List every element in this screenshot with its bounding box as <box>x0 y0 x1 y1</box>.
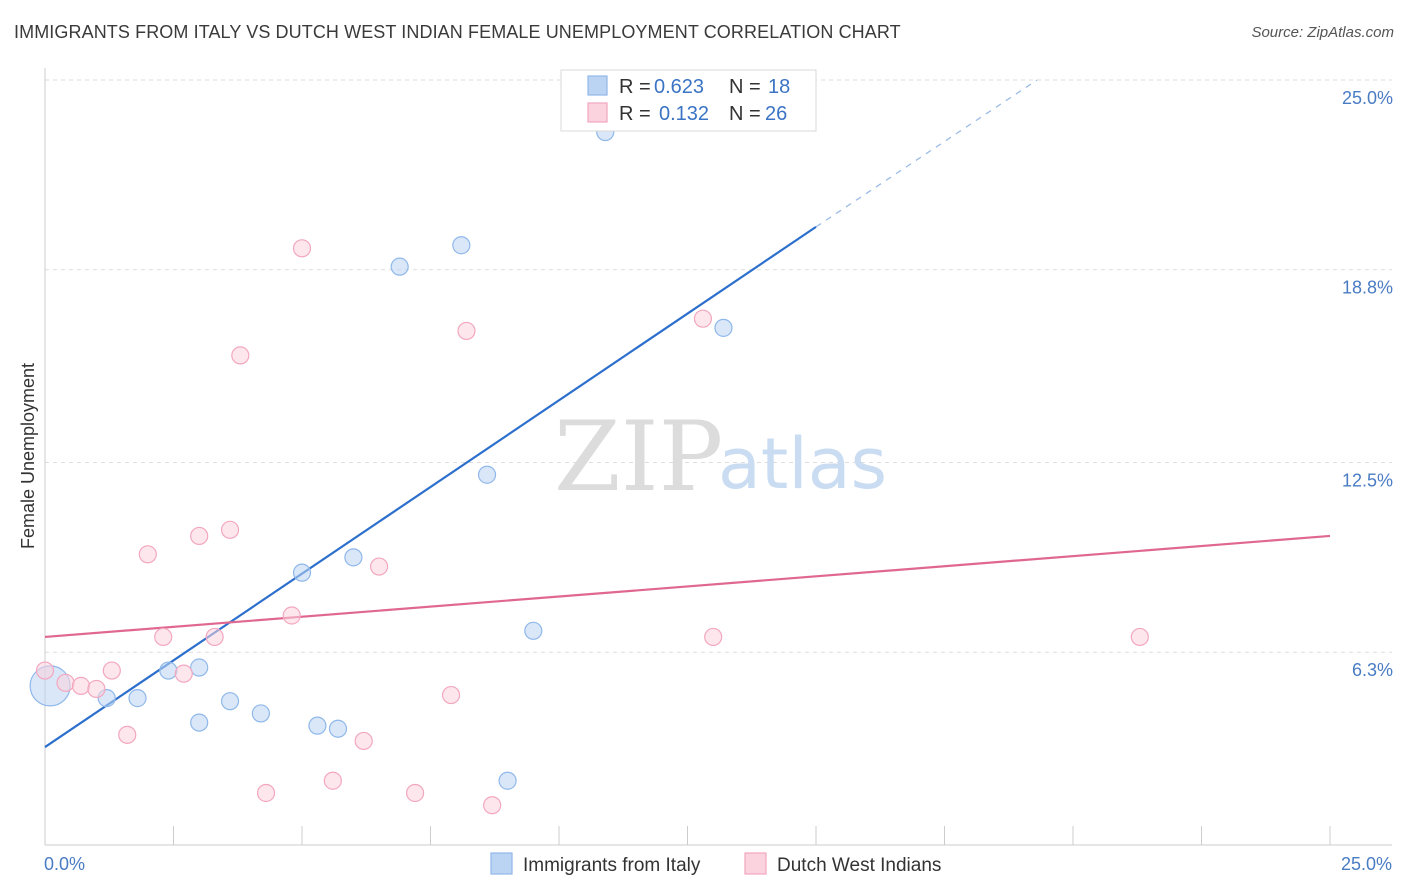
point-dwi-22 <box>483 796 502 815</box>
point-italy-14 <box>477 465 497 484</box>
legend-dwi-r-label: R = <box>619 103 651 125</box>
point-dwi-0 <box>35 661 55 680</box>
point-dwi-3 <box>87 679 106 699</box>
point-italy-3 <box>159 661 178 680</box>
source-label: Source: ZipAtlas.com <box>1251 24 1394 41</box>
y-tick-label-3: 25.0% <box>1342 88 1393 108</box>
point-dwi-9 <box>190 526 209 546</box>
y-tick-label-2: 18.8% <box>1342 278 1393 298</box>
data-points <box>29 122 1149 815</box>
legend-swatch-dwi <box>587 102 608 123</box>
point-dwi-21 <box>457 321 476 341</box>
point-italy-9 <box>308 716 327 735</box>
point-dwi-23 <box>693 309 713 328</box>
chart-title: IMMIGRANTS FROM ITALY VS DUTCH WEST INDI… <box>14 22 901 42</box>
legend-dwi-r-value: 0.132 <box>659 103 709 125</box>
legend-italy-n-value: 18 <box>768 76 790 98</box>
x-tick-label-min: 0.0% <box>44 854 85 874</box>
point-dwi-15 <box>292 239 312 258</box>
point-italy-6 <box>220 692 240 711</box>
legend-swatch-italy <box>587 75 608 96</box>
point-dwi-24 <box>704 627 723 647</box>
point-dwi-14 <box>282 606 301 625</box>
trend-line-dwi <box>44 534 1331 639</box>
legend-italy-r-value: 0.623 <box>654 76 704 98</box>
point-italy-7 <box>251 704 270 723</box>
point-dwi-10 <box>205 627 224 647</box>
series-legend-swatch-italy <box>490 852 513 875</box>
series-legend-swatch-dwi <box>744 852 767 875</box>
watermark-zip: ZIP <box>554 401 723 513</box>
series-legend-label-italy: Immigrants from Italy <box>523 855 701 876</box>
point-italy-5 <box>190 713 209 732</box>
point-dwi-16 <box>323 771 342 790</box>
legend-dwi-n-value: 26 <box>765 103 787 125</box>
point-italy-18 <box>714 318 733 337</box>
point-italy-10 <box>328 719 348 738</box>
series-legend: Immigrants from Italy Dutch West Indians <box>490 852 941 876</box>
point-dwi-2 <box>71 676 91 695</box>
trend-line-italy-extension <box>815 79 1038 228</box>
point-italy-12 <box>390 257 409 276</box>
point-dwi-4 <box>102 661 121 680</box>
point-dwi-20 <box>441 685 461 705</box>
point-dwi-18 <box>370 557 389 576</box>
legend-italy-r-label: R = <box>619 76 651 98</box>
point-dwi-5 <box>118 725 137 744</box>
y-tick-labels: 6.3% 12.5% 18.8% 25.0% <box>1342 88 1393 680</box>
point-italy-16 <box>524 621 543 640</box>
grid-lines <box>45 79 1392 653</box>
legend-italy-n-label: N = <box>729 76 761 98</box>
y-tick-label-0: 6.3% <box>1352 660 1393 680</box>
point-italy-2 <box>128 689 147 708</box>
axes <box>44 68 1392 846</box>
point-dwi-13 <box>256 783 276 803</box>
x-tick-label-max: 25.0% <box>1341 854 1392 874</box>
y-tick-label-1: 12.5% <box>1342 471 1393 491</box>
point-dwi-7 <box>154 627 173 647</box>
stats-legend: R = 0.623 N = 18 R = 0.132 N = 26 <box>560 69 817 132</box>
point-dwi-6 <box>138 545 157 564</box>
watermark: ZIP atlas <box>554 401 887 513</box>
point-italy-11 <box>344 548 363 567</box>
trend-lines <box>44 79 1331 748</box>
point-italy-15 <box>498 771 517 790</box>
point-dwi-8 <box>174 664 193 683</box>
watermark-atlas: atlas <box>718 423 887 505</box>
point-dwi-11 <box>220 520 240 539</box>
point-dwi-17 <box>354 731 373 751</box>
point-italy-13 <box>452 236 471 255</box>
y-axis-label: Female Unemployment <box>18 363 38 549</box>
point-dwi-19 <box>405 783 425 803</box>
point-italy-4 <box>190 658 209 677</box>
trend-line-italy <box>44 225 817 748</box>
point-italy-8 <box>292 563 312 582</box>
point-dwi-12 <box>231 346 250 365</box>
point-dwi-25 <box>1130 627 1149 647</box>
legend-dwi-n-label: N = <box>729 103 761 125</box>
point-dwi-1 <box>56 673 75 692</box>
series-legend-label-dwi: Dutch West Indians <box>777 855 941 876</box>
